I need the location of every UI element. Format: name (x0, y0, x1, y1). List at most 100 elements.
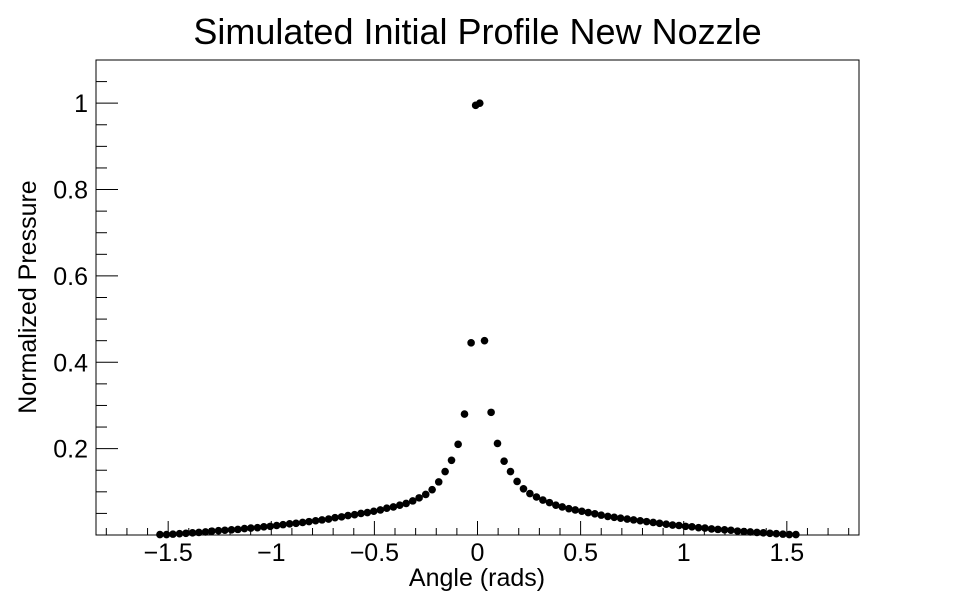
data-point (649, 518, 657, 527)
x-tick-label: 1 (677, 539, 691, 567)
data-point (285, 519, 294, 528)
data-point (506, 467, 515, 476)
data-point (447, 456, 456, 465)
data-point (688, 522, 696, 531)
chart-title: Simulated Initial Profile New Nozzle (193, 11, 762, 52)
data-point (182, 529, 190, 538)
data-point (188, 529, 197, 537)
data-point (753, 528, 761, 537)
data-point (169, 530, 177, 538)
data-point (785, 530, 794, 539)
data-point (311, 516, 320, 525)
data-point (324, 515, 333, 523)
data-point (415, 494, 423, 502)
data-point (707, 525, 716, 533)
data-point (591, 510, 599, 518)
data-point (766, 529, 774, 538)
data-point (318, 516, 326, 524)
data-point (701, 524, 709, 532)
data-point (636, 516, 645, 525)
data-point (532, 493, 541, 501)
data-point (337, 513, 346, 521)
data-point (480, 336, 489, 345)
data-point (642, 517, 651, 526)
data-point (247, 524, 255, 532)
data-point (727, 526, 735, 535)
data-point (253, 523, 262, 532)
data-point (467, 339, 475, 347)
data-point (260, 522, 268, 531)
data-point (558, 503, 567, 511)
x-tick-label: −1.5 (143, 539, 192, 567)
data-point (694, 523, 703, 532)
y-tick-labels: 0.2 0.4 0.6 0.8 1 (53, 90, 88, 463)
data-point (668, 521, 677, 529)
data-point (363, 508, 372, 517)
y-axis-title: Normalized Pressure (14, 180, 42, 413)
data-point (578, 507, 586, 516)
data-point (227, 526, 236, 534)
data-point (604, 512, 612, 521)
data-point (350, 510, 359, 519)
x-tick-labels: −1.5 −1 −0.5 0 0.5 1 1.5 (143, 539, 804, 567)
data-point (610, 513, 619, 522)
y-tick-label: 0.2 (53, 436, 88, 464)
data-point (493, 439, 502, 448)
data-point (369, 507, 378, 516)
data-point (545, 498, 554, 507)
data-point (156, 530, 164, 539)
data-point (421, 490, 430, 499)
data-point (279, 520, 287, 529)
y-minor-ticks (96, 59, 107, 514)
y-tick-label: 0.8 (53, 177, 88, 205)
x-tick-label: 0.5 (563, 539, 598, 567)
data-point (454, 440, 462, 449)
data-point (513, 477, 521, 486)
data-point (772, 529, 781, 538)
data-point (402, 499, 410, 508)
data-point (565, 504, 573, 513)
data-point (298, 518, 307, 527)
data-point (208, 527, 216, 535)
data-point (597, 511, 606, 519)
y-tick-label: 0.6 (53, 263, 88, 291)
x-tick-label: −1 (257, 539, 286, 567)
data-point (500, 457, 508, 465)
data-point (746, 528, 755, 536)
data-point (428, 485, 436, 494)
data-point (434, 478, 443, 486)
data-point (720, 526, 729, 534)
y-major-ticks (96, 102, 118, 450)
data-point (441, 467, 449, 476)
data-point (389, 503, 398, 511)
data-point (623, 515, 632, 523)
data-point (792, 530, 800, 539)
data-point (214, 526, 223, 535)
data-point (305, 517, 313, 526)
data-point (584, 508, 593, 517)
data-point (740, 527, 748, 536)
data-point (681, 522, 690, 531)
data-point (539, 496, 547, 504)
data-point (714, 525, 722, 534)
data-point (344, 511, 352, 520)
y-tick-label: 1 (74, 90, 88, 118)
data-point (376, 506, 385, 514)
data-point (272, 521, 281, 530)
data-point (240, 524, 249, 533)
x-axis-title: Angle (rads) (409, 564, 545, 592)
plot-frame (95, 59, 860, 536)
data-point (195, 528, 203, 537)
data-point (395, 501, 404, 510)
data-point (382, 504, 391, 513)
data-point (475, 99, 484, 107)
data-point (571, 506, 580, 514)
data-point (266, 522, 275, 531)
data-point (460, 410, 469, 418)
data-point (292, 519, 300, 528)
data-point (331, 513, 339, 522)
data-point (526, 489, 534, 498)
y-tick-label: 0.4 (53, 349, 88, 377)
data-point (675, 521, 683, 530)
data-point (162, 530, 171, 539)
